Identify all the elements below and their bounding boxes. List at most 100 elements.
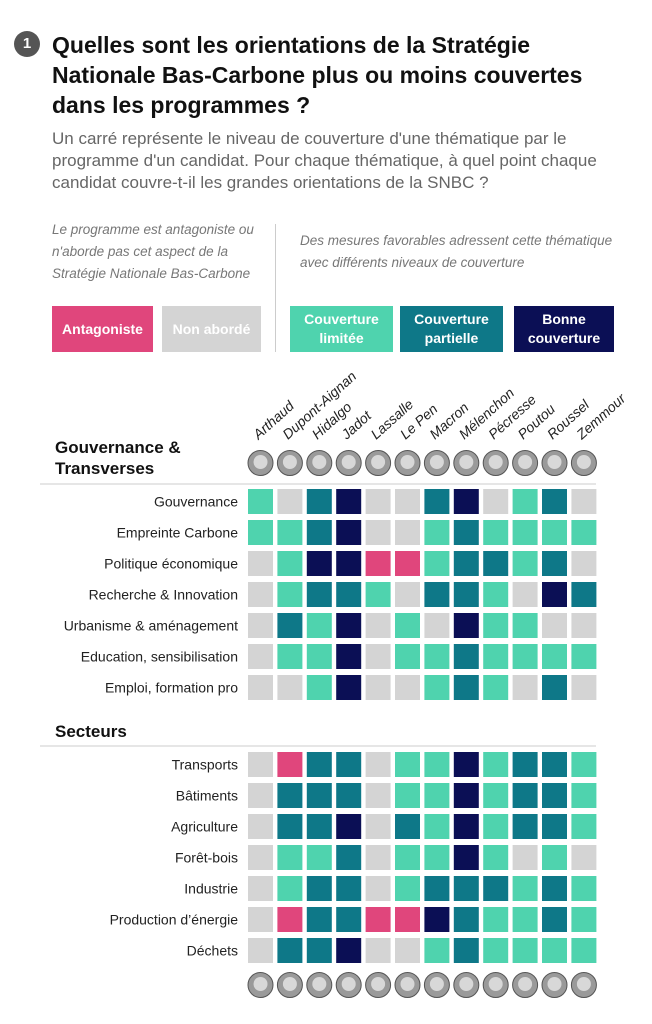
candidate-face: [488, 977, 503, 991]
candidate-face: [459, 977, 474, 991]
cell: [336, 489, 362, 514]
candidate-face: [312, 455, 327, 469]
cell: [424, 938, 450, 963]
cell: [277, 675, 303, 700]
candidate-face: [429, 977, 444, 991]
cell: [306, 644, 332, 669]
cell: [365, 783, 391, 808]
candidate-face: [518, 977, 533, 991]
cell: [277, 845, 303, 870]
group-title: Secteurs: [55, 722, 127, 741]
cell: [571, 520, 597, 545]
cell: [453, 752, 479, 777]
cell: [483, 938, 509, 963]
cell: [306, 489, 332, 514]
cell: [571, 845, 597, 870]
row-label: Emploi, formation pro: [105, 680, 238, 696]
cell: [542, 520, 567, 545]
cell: [483, 876, 509, 901]
cell: [542, 876, 567, 901]
legend-note: Le programme est antagoniste ou n'aborde…: [52, 222, 254, 281]
cell: [248, 876, 273, 901]
row-label: Education, sensibilisation: [81, 649, 238, 665]
cell: [512, 675, 538, 700]
cell: [542, 814, 567, 839]
candidate-face: [282, 455, 297, 469]
row-label: Bâtiments: [176, 788, 238, 804]
cell: [395, 814, 420, 839]
cell: [336, 938, 362, 963]
cell: [277, 551, 303, 576]
cell: [365, 938, 391, 963]
cell: [277, 907, 303, 932]
candidate-face: [253, 455, 268, 469]
cell: [395, 876, 420, 901]
cell: [453, 644, 479, 669]
cell: [512, 489, 538, 514]
cell: [512, 644, 538, 669]
cell: [365, 752, 391, 777]
cell: [336, 582, 362, 607]
cell: [424, 814, 450, 839]
legend-item: Couverture partielle: [400, 306, 503, 352]
candidate-face: [547, 455, 562, 469]
row-label: Production d’énergie: [110, 912, 239, 928]
cell: [306, 814, 332, 839]
cell: [395, 675, 420, 700]
cell: [248, 938, 273, 963]
cell: [542, 582, 567, 607]
cell: [424, 752, 450, 777]
cell: [395, 644, 420, 669]
cell: [512, 613, 538, 638]
cell: [365, 551, 391, 576]
row-label: Empreinte Carbone: [117, 525, 239, 541]
cell: [542, 675, 567, 700]
row-label: Industrie: [184, 881, 238, 897]
cell: [306, 752, 332, 777]
cell: [365, 520, 391, 545]
cell: [365, 876, 391, 901]
cell: [453, 783, 479, 808]
cell: [277, 752, 303, 777]
group-title: Gouvernance & Transverses: [55, 438, 181, 478]
cell: [512, 814, 538, 839]
cell: [483, 644, 509, 669]
cell: [453, 613, 479, 638]
cell: [248, 845, 273, 870]
cell: [571, 907, 597, 932]
cell: [453, 907, 479, 932]
cell: [277, 644, 303, 669]
candidate-face: [488, 455, 503, 469]
cell: [542, 644, 567, 669]
row-label: Urbanisme & aménagement: [64, 618, 238, 634]
cell: [483, 582, 509, 607]
cell: [395, 613, 420, 638]
cell: [365, 675, 391, 700]
section-number: 1: [14, 31, 40, 57]
candidate-face: [518, 455, 533, 469]
cell: [453, 938, 479, 963]
cell: [395, 938, 420, 963]
cell: [365, 814, 391, 839]
cell: [336, 907, 362, 932]
cell: [395, 489, 420, 514]
cell: [306, 551, 332, 576]
cell: [306, 582, 332, 607]
cell: [542, 938, 567, 963]
title: Quelles sont les orientations de la Stra…: [52, 32, 583, 118]
candidate-face: [547, 977, 562, 991]
cell: [542, 613, 567, 638]
cell: [365, 845, 391, 870]
cell: [453, 814, 479, 839]
cell: [512, 752, 538, 777]
cell: [248, 675, 273, 700]
candidate-face: [400, 455, 415, 469]
cell: [512, 520, 538, 545]
candidate-face: [371, 977, 386, 991]
candidate-face: [253, 977, 268, 991]
cell: [365, 582, 391, 607]
cell: [336, 551, 362, 576]
cell: [424, 876, 450, 901]
cell: [306, 938, 332, 963]
cell: [336, 644, 362, 669]
